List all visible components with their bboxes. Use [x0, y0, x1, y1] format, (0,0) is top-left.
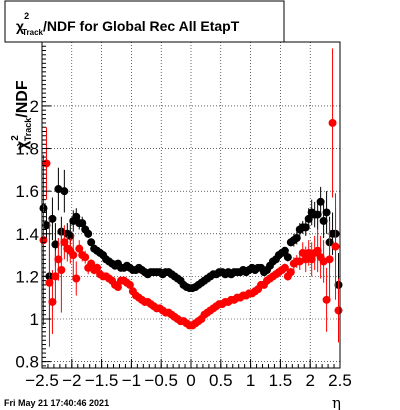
data-point [48, 297, 57, 306]
data-point [48, 214, 57, 223]
x-tick-label: −2 [62, 371, 81, 390]
data-point [66, 231, 75, 240]
x-tick-label: −2.5 [25, 371, 59, 390]
data-point [75, 244, 84, 253]
title-box-frame [4, 0, 285, 43]
y-tick-label: 1.4 [15, 225, 39, 244]
data-point [125, 280, 134, 289]
title-chi: χ [16, 18, 24, 34]
x-tick-label: 1.5 [269, 371, 293, 390]
data-point [84, 229, 93, 238]
data-point [51, 240, 60, 249]
ylabel-chi: χ [14, 140, 31, 150]
data-point [304, 214, 313, 223]
data-series [39, 48, 343, 347]
data-point [304, 248, 313, 257]
x-tick-label: 2 [305, 371, 314, 390]
data-point [280, 263, 289, 272]
title-sup: 2 [24, 11, 29, 21]
ylabel-rest: /NDF [14, 80, 31, 118]
ylabel-sub: Track [23, 117, 33, 142]
data-point [319, 216, 328, 225]
axes: −2.5 −2 −1.5 −1 −0.5 0 0.5 1 1.5 2 2.5 0.8 1 1.2 1.4 1.… [15, 41, 352, 390]
data-point [72, 212, 81, 221]
x-tick-label: 0 [186, 371, 195, 390]
x-axis-label: η [332, 394, 341, 410]
data-point [322, 208, 331, 217]
data-point [81, 253, 90, 262]
title-sub: Track [22, 28, 43, 37]
data-point [307, 255, 316, 264]
y-tick-label: 1.2 [15, 267, 39, 286]
data-point [93, 263, 102, 272]
x-tick-label: 2.5 [328, 371, 352, 390]
data-point [313, 246, 322, 255]
data-point [87, 259, 96, 268]
data-point [292, 234, 301, 243]
y-axis-label: χ2 Track/NDF [10, 80, 33, 150]
data-point [39, 236, 48, 245]
data-point [72, 274, 81, 283]
y-tick-label: 1 [30, 310, 39, 329]
y-tick-label: 1.8 [15, 140, 39, 159]
data-point [283, 253, 292, 262]
title-box: χ2 Track/NDF for Global Rec All EtapT [4, 0, 285, 43]
chart-title: χ2 Track/NDF for Global Rec All EtapT [16, 11, 240, 37]
data-point [334, 306, 343, 315]
data-point [87, 238, 96, 247]
data-point [60, 238, 69, 247]
data-point [42, 221, 51, 230]
data-point [298, 248, 307, 257]
x-tick-label: −1.5 [85, 371, 119, 390]
data-point [51, 272, 60, 281]
data-point [57, 265, 66, 274]
x-tick-label: 0.5 [209, 371, 233, 390]
data-point [325, 255, 334, 264]
x-tick-label: −0.5 [144, 371, 178, 390]
data-point [328, 118, 337, 127]
data-point [69, 251, 78, 260]
data-point [316, 197, 325, 206]
title-rest: /NDF for Global Rec All EtapT [43, 18, 240, 34]
data-point [45, 278, 54, 287]
timestamp-label: Fri May 21 17:40:46 2021 [4, 398, 109, 408]
data-point [42, 159, 51, 168]
data-point [60, 187, 69, 196]
data-point [301, 255, 310, 264]
series-red [39, 48, 343, 347]
y-tick-label: 2 [30, 97, 39, 116]
y-tick-label: 0.8 [15, 353, 39, 372]
y-tick-label: 1.6 [15, 182, 39, 201]
x-tick-label: 1 [246, 371, 255, 390]
x-tick-label: −1 [122, 371, 141, 390]
data-point [280, 246, 289, 255]
data-point [113, 283, 122, 292]
data-point [313, 210, 322, 219]
data-point [54, 255, 63, 264]
data-point [331, 242, 340, 251]
data-point [301, 223, 310, 232]
data-point [322, 295, 331, 304]
data-point [286, 268, 295, 277]
ylabel-sup: 2 [10, 135, 21, 141]
data-point [78, 219, 87, 228]
